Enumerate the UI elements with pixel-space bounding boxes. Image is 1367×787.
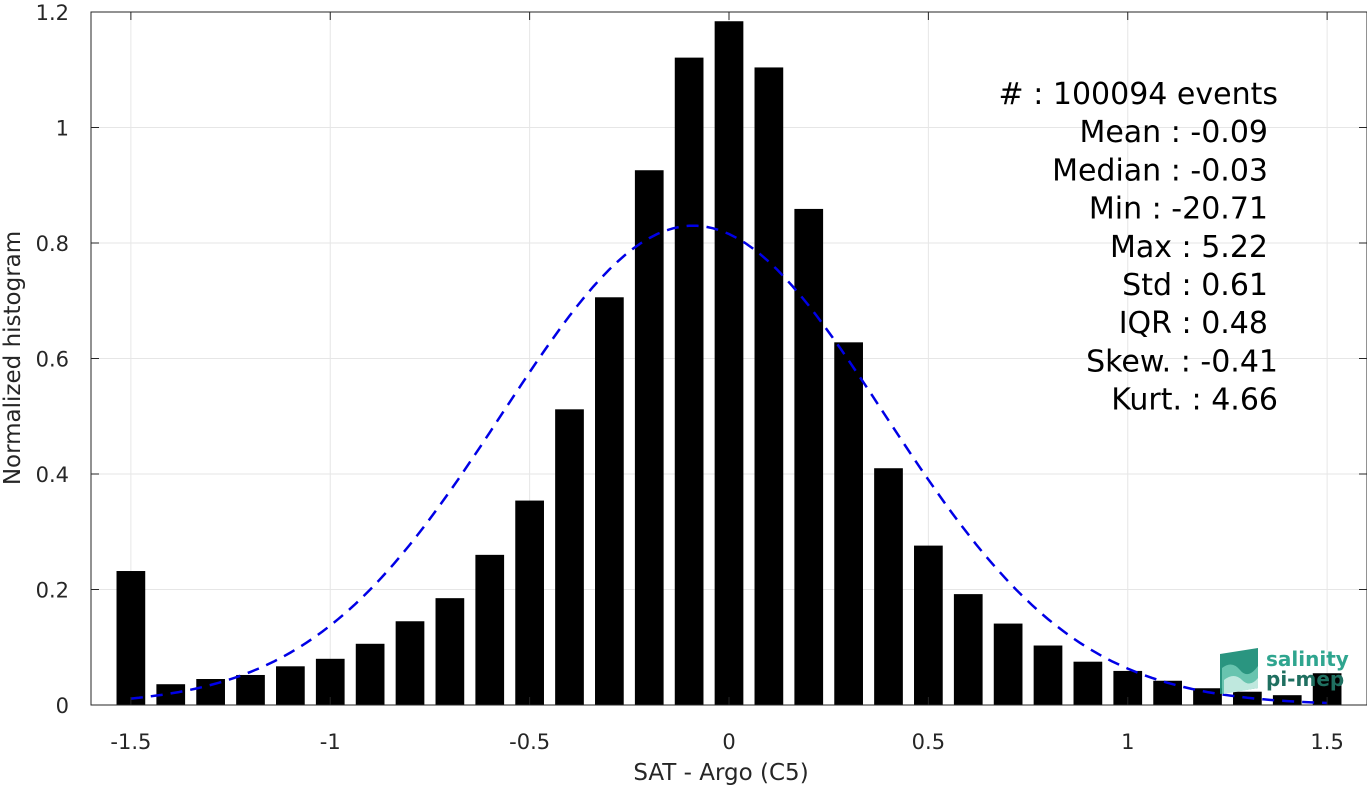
stat-line: Max : 5.22 (1110, 230, 1268, 265)
stat-line: Mean : -0.09 (1079, 115, 1268, 150)
histogram-bar (116, 571, 146, 705)
histogram-bar (953, 594, 983, 705)
histogram-bar (874, 468, 903, 705)
histogram-bar (1033, 645, 1063, 705)
histogram-bar (555, 409, 584, 705)
histogram-bar (515, 500, 544, 705)
stat-line: IQR : 0.48 (1119, 306, 1268, 341)
y-tick-label: 0.6 (36, 348, 69, 372)
y-tick-labels: 0 0.2 0.4 0.6 0.8 1 1.2 (36, 1, 69, 718)
salinity-wave-icon (1220, 648, 1258, 694)
stat-line: Kurt. : 4.66 (1111, 383, 1278, 418)
x-tick-label: -1.5 (110, 730, 151, 754)
histogram-bar (595, 297, 624, 705)
histogram-bar (1193, 688, 1222, 705)
histogram-bars (116, 21, 1342, 706)
histogram-bar (236, 674, 265, 705)
histogram-bar (395, 621, 425, 705)
y-tick-label: 1.2 (36, 1, 69, 25)
stat-line: # : 100094 events (999, 77, 1278, 112)
stat-line: Std : 0.61 (1122, 268, 1268, 303)
histogram-bar (475, 554, 505, 705)
axis-ticks (91, 11, 1367, 706)
x-tick-label: 1.5 (1310, 730, 1343, 754)
x-tick-label: 0.5 (912, 730, 945, 754)
histogram-bar (993, 623, 1023, 705)
stat-line: Min : -20.71 (1089, 192, 1268, 227)
histogram-bar (914, 545, 943, 705)
histogram-bar (674, 57, 704, 706)
histogram-bar (1153, 680, 1182, 705)
histogram-bar (754, 67, 784, 705)
stat-line: Median : -0.03 (1052, 153, 1268, 188)
y-tick-label: 0 (56, 694, 69, 718)
histogram-bar (276, 666, 305, 705)
y-tick-label: 0.8 (36, 232, 69, 256)
histogram-bar (714, 21, 744, 706)
y-tick-label: 1 (56, 117, 69, 141)
x-tick-label: 0 (722, 730, 735, 754)
normal-fit-curve (130, 224, 1328, 705)
x-axis-label: SAT - Argo (C5) (633, 760, 808, 786)
x-tick-label: -1 (320, 730, 341, 754)
y-tick-label: 0.2 (36, 579, 69, 603)
salinity-pi-mep-logo: salinity pi-mep (1220, 647, 1349, 694)
histogram-bar (794, 208, 824, 706)
x-tick-label: -0.5 (509, 730, 550, 754)
logo-line1: salinity (1266, 647, 1349, 671)
histogram-bar (834, 342, 863, 705)
histogram-bar (435, 598, 465, 705)
y-tick-label: 0.4 (36, 463, 69, 487)
x-tick-labels: -1.5 -1 -0.5 0 0.5 1 1.5 (110, 730, 1343, 754)
x-tick-label: 1 (1121, 730, 1134, 754)
histogram-bar (1073, 661, 1103, 705)
fit-curve-line (130, 224, 1328, 705)
logo-line2: pi-mep (1266, 667, 1344, 691)
stat-line: Skew. : -0.41 (1086, 344, 1278, 379)
y-axis-label: Normalized histogram (0, 231, 26, 485)
histogram-bar (634, 170, 664, 706)
histogram-bar (355, 643, 385, 705)
